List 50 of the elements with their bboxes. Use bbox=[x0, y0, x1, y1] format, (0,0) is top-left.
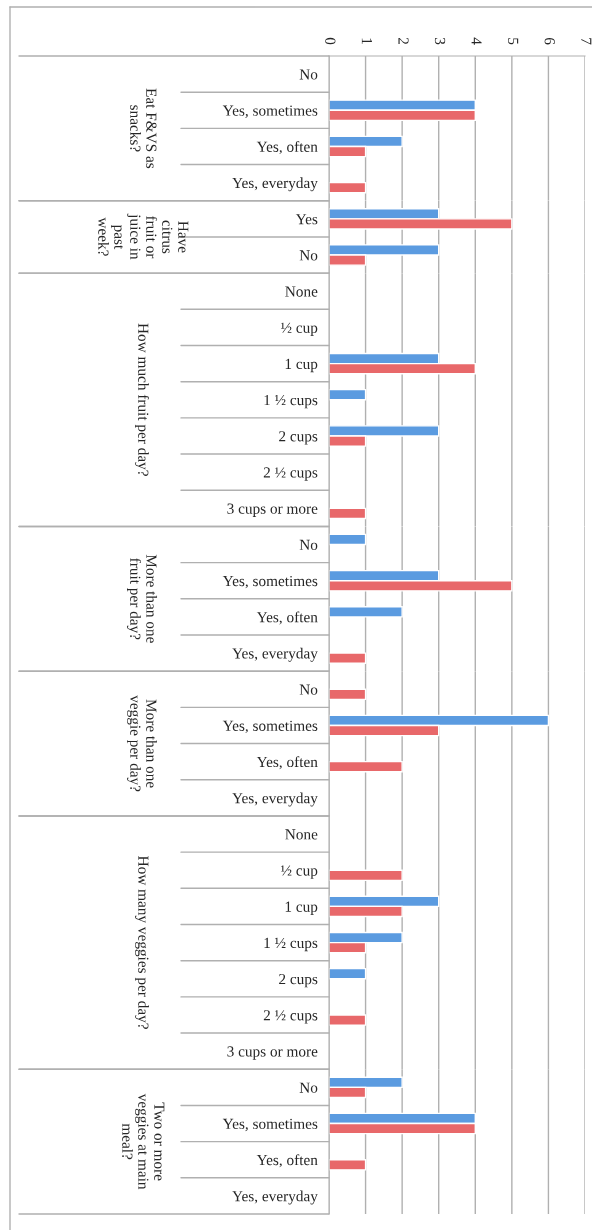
y-axis-title: Two or more veggies at main meal? bbox=[122, 1093, 165, 1190]
y-tick-label: Yes, sometimes bbox=[222, 575, 318, 589]
y-tick-label: 2 cups bbox=[279, 431, 318, 445]
y-tick-label: Yes, often bbox=[256, 1154, 318, 1168]
y-tick-label: Yes bbox=[295, 214, 318, 225]
y-tick-label: Yes, everyday bbox=[232, 647, 318, 662]
y-tick-label: Yes, sometimes bbox=[222, 1118, 318, 1132]
y-tick-label: ½ cup bbox=[281, 322, 318, 336]
x-tick-label: 2 bbox=[398, 37, 409, 45]
y-axis-title: How many veggies per day? bbox=[135, 856, 149, 1029]
x-tick-label: 3 bbox=[434, 37, 446, 45]
y-tick-label: Yes, everyday bbox=[232, 177, 318, 192]
y-tick-label: Yes, sometimes bbox=[222, 105, 318, 118]
y-tick-label: ½ cup bbox=[281, 865, 318, 879]
y-axis-title: More than one veggie per day? bbox=[127, 695, 157, 792]
y-tick-label: 3 cups or more bbox=[227, 1046, 318, 1060]
y-axis-title: More than one fruit per day? bbox=[126, 554, 158, 643]
y-tick-label: Yes, everyday bbox=[232, 1190, 318, 1205]
y-tick-label: No bbox=[299, 250, 318, 261]
y-tick-label: None bbox=[285, 829, 318, 840]
y-tick-label: No bbox=[299, 69, 318, 80]
y-tick-label: No bbox=[299, 539, 318, 550]
y-tick-label: 2 ½ cups bbox=[263, 1010, 318, 1024]
y-tick-label: 1 cup bbox=[285, 901, 318, 915]
x-tick-label: 7 bbox=[581, 38, 592, 45]
x-tick-label: 4 bbox=[471, 37, 482, 45]
y-tick-label: Yes, everyday bbox=[232, 792, 318, 807]
y-axis-title: Eat F&VS as snacks? bbox=[130, 88, 157, 169]
y-tick-label: 1 ½ cups bbox=[264, 937, 318, 952]
y-tick-label: No bbox=[299, 1082, 318, 1093]
bar bbox=[329, 181, 367, 194]
y-tick-label: Yes, often bbox=[256, 141, 318, 155]
y-tick-label: 2 cups bbox=[279, 973, 318, 988]
y-tick-label: Yes, often bbox=[256, 756, 318, 770]
bar bbox=[329, 688, 367, 701]
x-tick-label: 1 bbox=[361, 38, 372, 44]
x-tick-label: 5 bbox=[508, 38, 519, 45]
y-tick-label: None bbox=[285, 286, 318, 297]
bar bbox=[329, 760, 403, 773]
x-tick-label: 6 bbox=[544, 37, 555, 45]
y-tick-label: 2 ½ cups bbox=[263, 467, 318, 481]
y-tick-label: Yes, often bbox=[256, 611, 318, 625]
y-tick-label: 3 cups or more bbox=[227, 503, 318, 517]
x-tick-label: 0 bbox=[325, 37, 336, 45]
y-tick-label: 1 ½ cups bbox=[264, 395, 318, 409]
y-tick-label: No bbox=[299, 684, 318, 695]
y-axis-title: Have citrus fruit or juice in past week? bbox=[98, 213, 189, 260]
y-tick-label: 1 cup bbox=[285, 358, 318, 373]
y-axis-title: How much fruit per day? bbox=[134, 323, 150, 476]
y-tick-label: Yes, sometimes bbox=[222, 720, 318, 734]
